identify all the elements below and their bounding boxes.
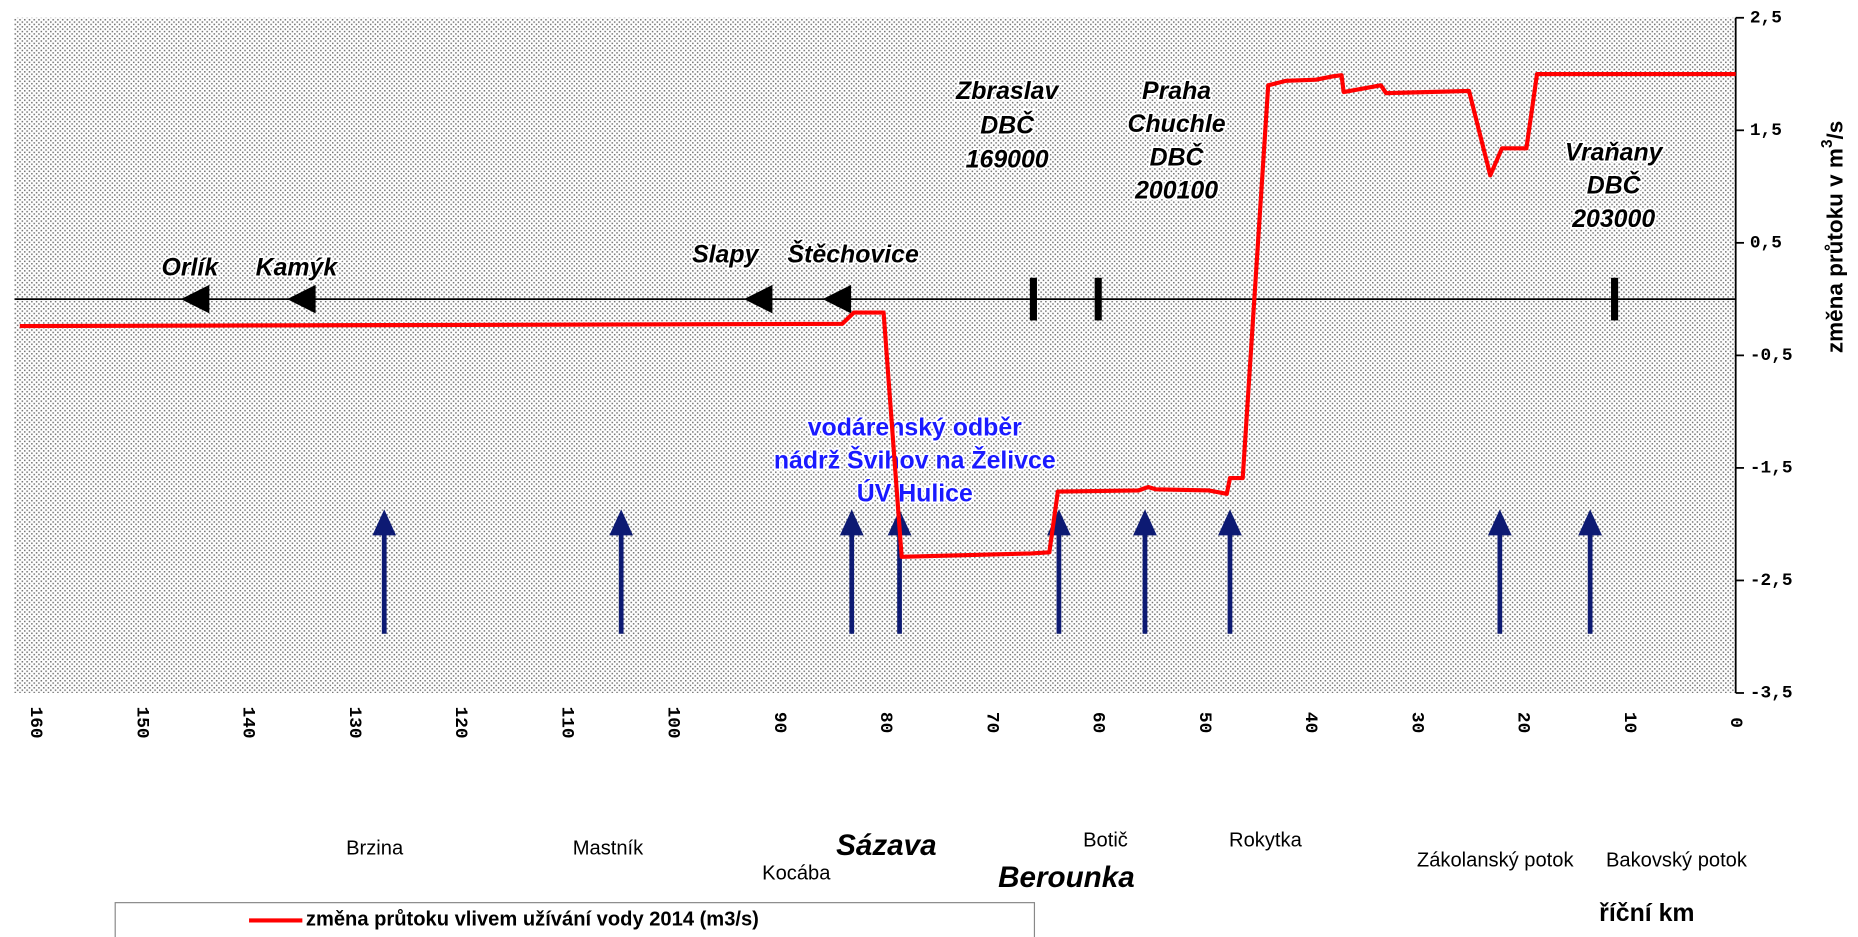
- x-tick-label: 50: [1194, 712, 1214, 733]
- y-tick-label: 1,5: [1750, 121, 1782, 141]
- tributary-label: Sázava: [836, 829, 936, 862]
- x-tick-label: 150: [131, 707, 151, 739]
- arrow-head: [1578, 509, 1602, 536]
- y-axis-label: změna průtoku v m3/s: [1819, 121, 1847, 353]
- legend-label: změna průtoku vlivem užívání vody 2014 (…: [306, 909, 759, 931]
- reservoir-label: Slapy: [692, 240, 759, 268]
- plot-area: [14, 17, 1736, 693]
- y-tick-label: -3,5: [1750, 684, 1793, 704]
- station-marker: [1094, 277, 1102, 321]
- x-tick-label: 110: [556, 707, 576, 739]
- arrow-head: [1487, 509, 1512, 536]
- x-tick-label: 20: [1513, 712, 1533, 733]
- station-label: 203000: [1571, 205, 1655, 233]
- y-label-text: změna průtoku v m: [1822, 148, 1847, 353]
- x-tick-label: 70: [981, 712, 1001, 733]
- abstraction-note: vodárenský odběr: [808, 413, 1022, 441]
- station-marker: [1611, 277, 1619, 321]
- tributary-label: Mastník: [573, 838, 644, 860]
- arrow-head: [1218, 509, 1242, 536]
- tributary-label: Berounka: [998, 861, 1135, 894]
- x-tick-label: 0: [1725, 717, 1745, 728]
- reservoir-label: Kamýk: [256, 253, 339, 281]
- reservoir-label: Orlík: [161, 253, 219, 281]
- x-tick-label: 90: [769, 712, 789, 733]
- x-tick-label: 100: [663, 707, 683, 739]
- x-tick-label: 80: [875, 712, 895, 733]
- tributary-label: Brzina: [346, 838, 404, 860]
- y-label-sup: 3: [1819, 139, 1836, 148]
- y-tick-label: 0,5: [1750, 234, 1782, 254]
- abstraction-note: ÚV Hulice: [857, 478, 973, 508]
- reservoir-label: Štěchovice: [788, 238, 919, 268]
- y-tick-label: -0,5: [1750, 346, 1793, 366]
- station-label: DBČ: [1587, 170, 1642, 200]
- reservoir-marker: [287, 284, 316, 314]
- reservoir-marker: [180, 284, 210, 314]
- station-label: DBČ: [1150, 141, 1205, 171]
- station-label: 200100: [1134, 176, 1218, 204]
- x-tick-label: 140: [238, 707, 258, 739]
- x-tick-label: 120: [450, 707, 470, 739]
- abstraction-note: nádrž Švihov na Želivce: [774, 445, 1056, 475]
- station-label: Chuchle: [1128, 110, 1226, 138]
- station-label: 169000: [966, 146, 1049, 174]
- arrow-head: [1133, 509, 1157, 536]
- x-tick-label: 160: [25, 707, 45, 739]
- x-tick-label: 30: [1406, 712, 1426, 733]
- y-tick-label: -1,5: [1750, 459, 1793, 479]
- station-label: DBČ: [980, 109, 1035, 139]
- series-line: [19, 71, 1736, 559]
- tributary-label: Zákolanský potok: [1417, 849, 1575, 871]
- arrow-head: [609, 509, 634, 536]
- y-tick-label: -2,5: [1750, 571, 1793, 591]
- reservoir-marker: [744, 284, 773, 314]
- tributary-label: Kocába: [762, 863, 831, 885]
- tributary-label: Bakovský potok: [1606, 849, 1748, 871]
- reservoir-marker: [822, 284, 852, 314]
- y-tick-label: 2,5: [1750, 8, 1782, 28]
- station-label: Praha: [1142, 77, 1211, 105]
- x-axis-label: říční km: [1599, 899, 1694, 927]
- arrow-head: [839, 509, 864, 536]
- x-tick-label: 60: [1088, 712, 1108, 733]
- arrow-head: [372, 509, 397, 536]
- x-tick-label: 10: [1619, 712, 1639, 733]
- x-tick-label: 130: [344, 707, 364, 739]
- tributary-label: Rokytka: [1229, 829, 1303, 851]
- x-tick-label: 40: [1300, 712, 1320, 733]
- station-label: Zbraslav: [955, 77, 1059, 105]
- tributary-label: Botič: [1083, 829, 1128, 851]
- y-label-end: /s: [1822, 121, 1847, 140]
- station-label: Vraňany: [1565, 139, 1664, 167]
- station-marker: [1029, 277, 1037, 321]
